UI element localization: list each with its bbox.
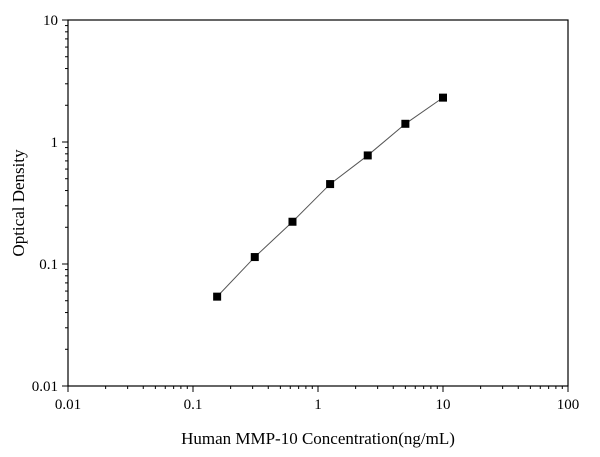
y-tick-label: 0.1 bbox=[39, 257, 58, 273]
y-tick-label: 10 bbox=[43, 13, 58, 29]
y-axis-title: Optical Density bbox=[9, 149, 28, 257]
data-point bbox=[288, 217, 297, 226]
x-tick-label: 0.01 bbox=[55, 397, 81, 413]
x-tick-label: 10 bbox=[436, 397, 451, 413]
x-tick-label: 1 bbox=[314, 397, 322, 413]
data-points bbox=[213, 93, 447, 301]
x-axis-title: Human MMP-10 Concentration(ng/mL) bbox=[181, 429, 455, 448]
plot-frame bbox=[67, 19, 569, 387]
y-axis-ticks bbox=[62, 19, 68, 387]
y-tick-label: 1 bbox=[51, 135, 59, 151]
data-point bbox=[401, 119, 410, 128]
data-point bbox=[213, 292, 222, 301]
x-tick-label: 0.1 bbox=[184, 397, 203, 413]
data-point bbox=[439, 93, 447, 102]
y-axis-tick-labels: 0.01 0.1 1 10 bbox=[32, 13, 58, 395]
y-tick-label: 0.01 bbox=[32, 379, 58, 395]
data-point bbox=[250, 253, 259, 262]
data-point bbox=[326, 180, 335, 189]
x-axis-tick-labels: 0.01 0.1 1 10 100 bbox=[55, 397, 579, 413]
x-tick-label: 100 bbox=[557, 397, 580, 413]
data-point bbox=[363, 151, 372, 160]
x-axis-ticks bbox=[67, 386, 569, 392]
